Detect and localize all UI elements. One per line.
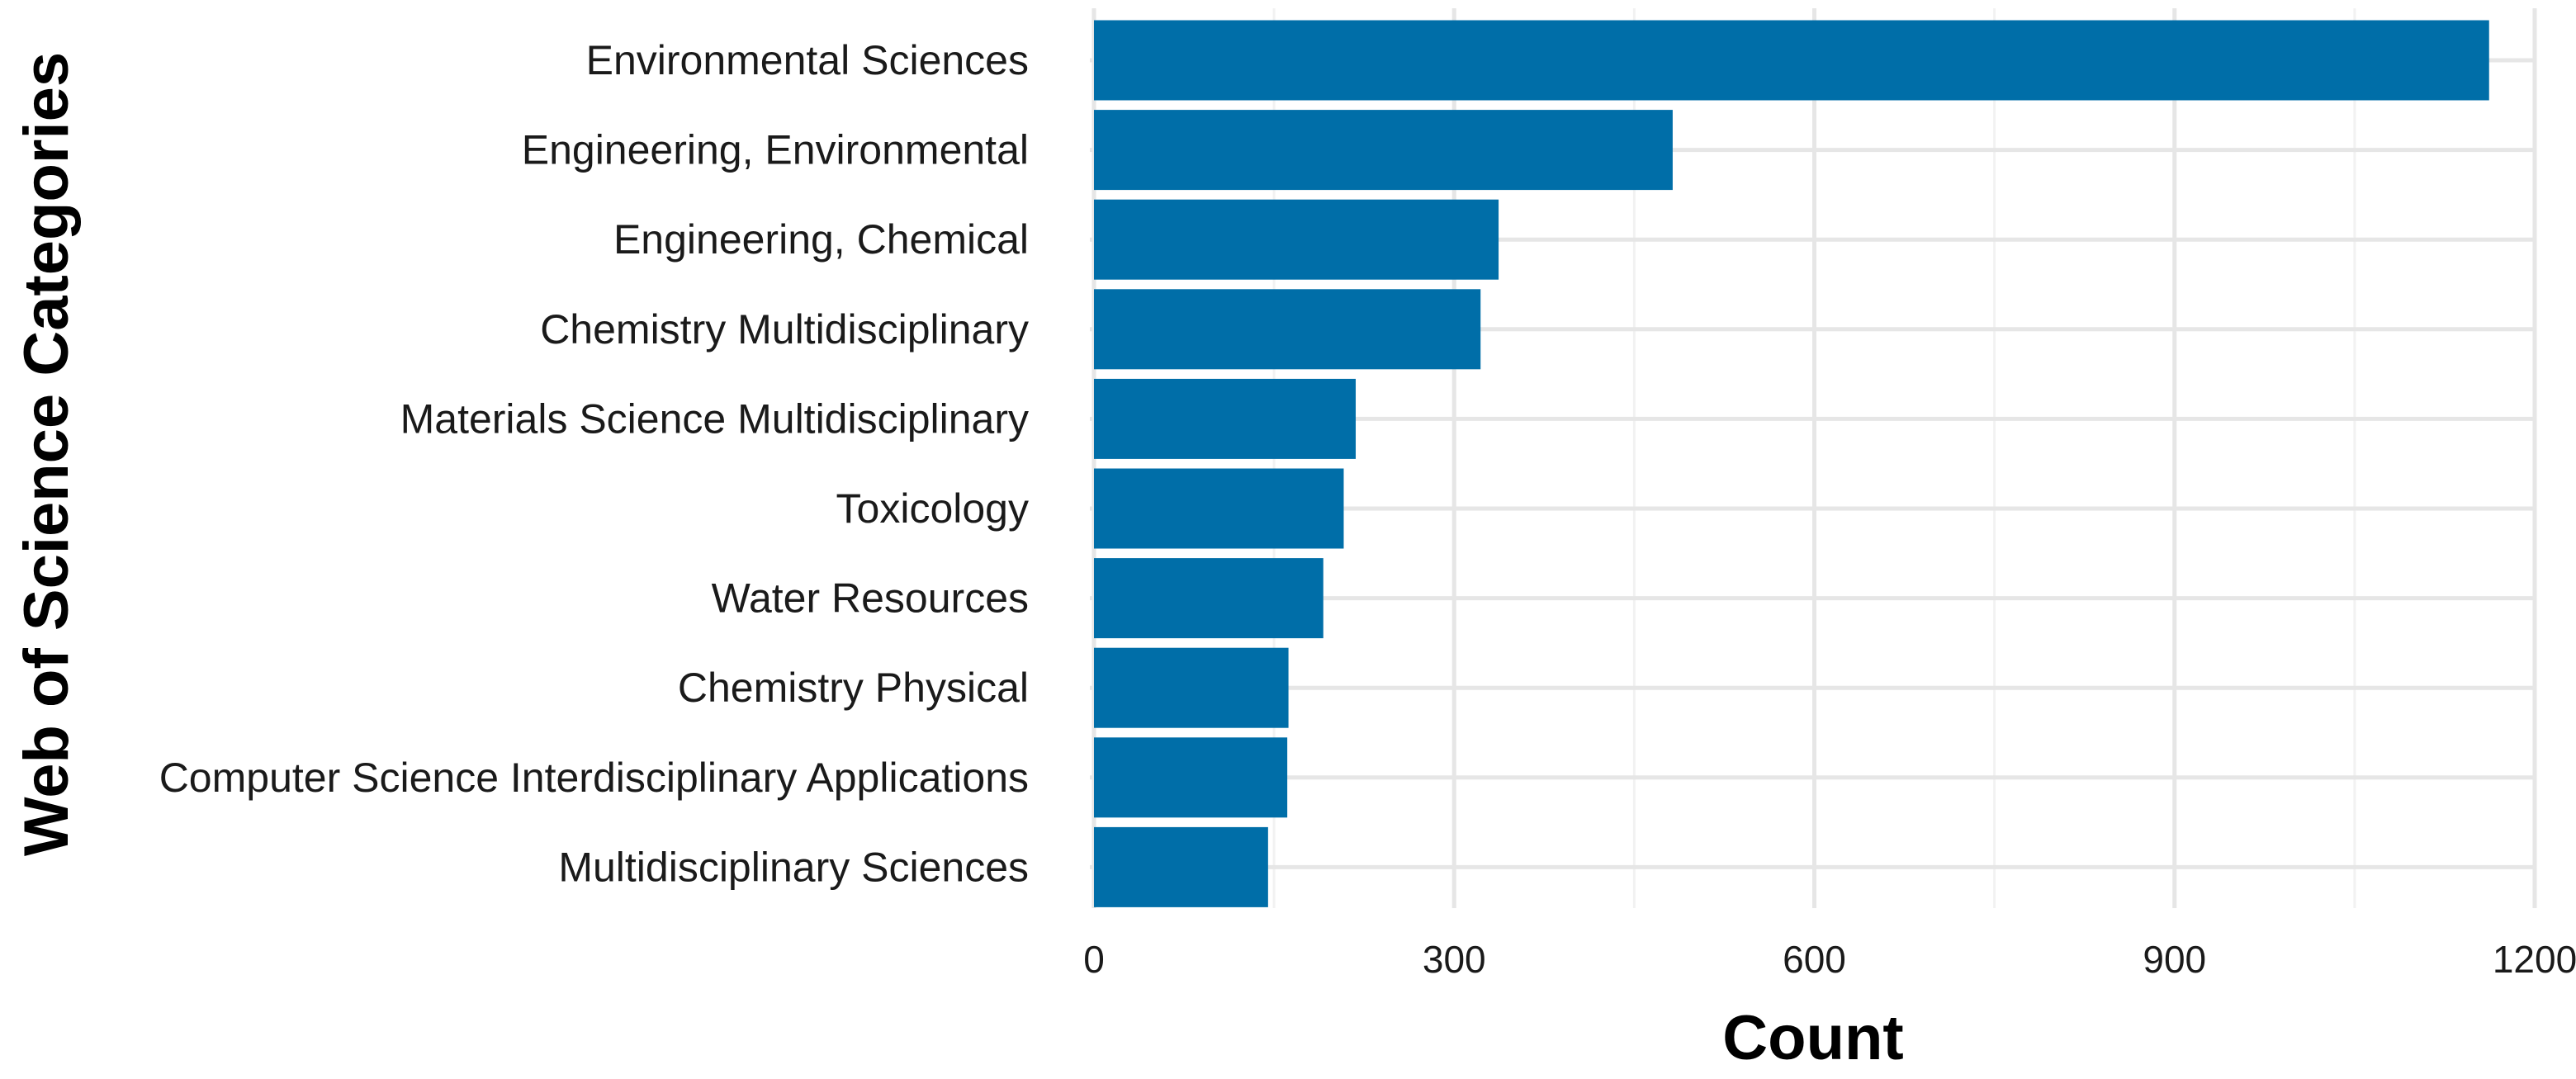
category-label: Chemistry Physical [678,665,1029,711]
x-tick-label: 600 [1783,938,1846,981]
category-label: Engineering, Chemical [613,216,1029,263]
y-axis-title: Web of Science Categories [12,52,82,856]
x-tick-label: 300 [1423,938,1486,981]
category-label: Multidisciplinary Sciences [558,844,1029,890]
x-tick-label: 0 [1083,938,1105,981]
bar [1094,378,1357,459]
category-labels: Environmental Sciences Engineering, Envir… [159,37,1029,890]
x-tick-label: 1200 [2493,938,2576,981]
bar [1094,20,2489,101]
category-label: Water Resources [712,575,1029,622]
category-label: Computer Science Interdisciplinary Appli… [159,755,1029,801]
bar [1094,199,1499,280]
category-label: Engineering, Environmental [522,127,1029,173]
bars [1094,20,2489,907]
category-label: Chemistry Multidisciplinary [540,306,1029,353]
x-axis-title: Count [1722,1003,1903,1073]
bar [1094,737,1288,818]
category-label: Materials Science Multidisciplinary [400,395,1029,442]
bar [1094,110,1673,191]
x-axis-ticks: 0 300 600 900 1200 [1083,938,2576,981]
category-label: Environmental Sciences [586,37,1029,83]
bar [1094,826,1268,907]
category-label: Toxicology [836,485,1029,532]
x-tick-label: 900 [2143,938,2206,981]
bar [1094,558,1324,639]
bar [1094,647,1289,728]
bar [1094,468,1344,549]
bar [1094,289,1481,370]
